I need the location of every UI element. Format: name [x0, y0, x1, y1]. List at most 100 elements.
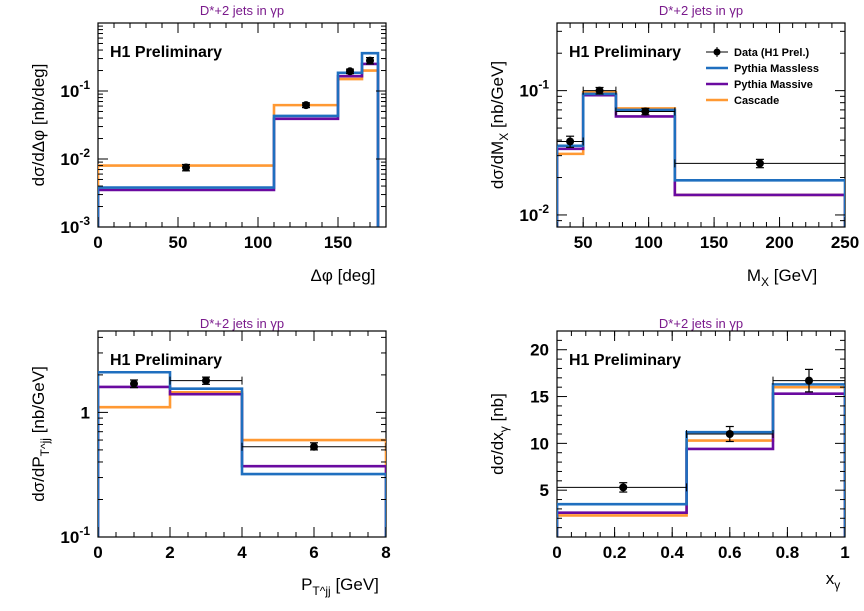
legend-entry: Data (H1 Prel.) [734, 47, 810, 59]
x-axis-title: PT^jj [GeV] [301, 575, 379, 598]
series-pythia-massive-line [557, 392, 845, 537]
x-tick-label: 100 [634, 233, 662, 252]
plot-area [557, 368, 845, 537]
series-pythia-massless-line [557, 383, 845, 537]
x-tick-label: 1 [840, 543, 849, 562]
h1-preliminary-label: H1 Preliminary [569, 44, 681, 61]
panel-title: D*+2 jets in γp [659, 3, 743, 18]
series-pythia-massive-line [98, 62, 380, 227]
data-marker [805, 376, 813, 385]
x-tick-label: 150 [700, 233, 728, 252]
plot-area [98, 370, 386, 537]
y-tick-label-base: 15 [530, 388, 549, 407]
x-axis-title: Δφ [deg] [311, 266, 376, 285]
data-marker [182, 163, 190, 172]
y-tick-label: 20 [530, 341, 549, 360]
y-axis-title: dσ/dΔφ [nb/deg] [29, 64, 48, 187]
y-tick-label: 10 [530, 434, 549, 453]
data-point [130, 379, 138, 389]
series-cascade-line [98, 390, 386, 537]
y-tick-label-exp: -2 [538, 202, 549, 216]
legend-entry: Pythia Massless [734, 63, 819, 75]
data-point [772, 368, 845, 393]
data-marker [725, 430, 734, 438]
data-marker [310, 442, 318, 451]
x-axis-title: MX [GeV] [747, 266, 817, 289]
x-tick-label: 6 [309, 543, 318, 562]
data-marker [755, 159, 764, 168]
series-pythia-massive-line [98, 385, 386, 537]
y-axis-title: dσ/dPT^jj [nb/GeV] [29, 366, 52, 502]
y-axis-title: dσ/dxγ [nb] [488, 393, 511, 475]
x-tick-label: 50 [169, 233, 188, 252]
y-tick-label-exp: -2 [79, 146, 90, 160]
data-point [241, 442, 386, 451]
plot-area [557, 86, 845, 227]
x-tick-label: 0.6 [718, 543, 742, 562]
panel-title: D*+2 jets in γp [200, 3, 284, 18]
data-point [615, 107, 676, 116]
x-tick-label: 50 [574, 233, 593, 252]
y-tick-label-exp: -3 [79, 214, 90, 228]
y-axis-title: dσ/dMX [nb/GeV] [488, 61, 511, 189]
y-tick-label-exp: -1 [538, 78, 549, 92]
h1-preliminary-label: H1 Preliminary [110, 352, 222, 369]
y-tick-label-base: 10 [60, 82, 79, 101]
series-pythia-massless-line [98, 51, 380, 227]
legend-entry: Pythia Massive [734, 79, 813, 91]
data-point [674, 158, 845, 169]
y-tick-label-exp: -1 [79, 524, 90, 538]
x-tick-label: 8 [381, 543, 390, 562]
y-tick-label: 10-2 [519, 202, 549, 225]
y-tick-label: 10-1 [60, 524, 90, 547]
chart-panel-3: D*+2 jets in γp 0 2 4 6 8 10-1 1 H1 Preliminary P… [29, 316, 391, 598]
y-tick-label: 15 [530, 388, 549, 407]
y-tick-label-base: 20 [530, 341, 549, 360]
data-marker [566, 137, 575, 146]
data-point [582, 86, 617, 95]
series-cascade-line [557, 385, 845, 537]
y-tick-label-base: 5 [540, 481, 549, 500]
x-tick-label: 0.4 [660, 543, 684, 562]
series-pythia-massless-line [557, 92, 845, 227]
series-cascade-line [557, 90, 845, 227]
panel-title: D*+2 jets in γp [659, 316, 743, 331]
data-marker [619, 483, 628, 492]
x-axis-title: xγ [826, 569, 841, 592]
data-marker [130, 379, 138, 388]
data-point [182, 163, 190, 172]
data-point [557, 482, 688, 493]
x-tick-label: 0 [552, 543, 561, 562]
data-point [302, 101, 310, 110]
data-marker [595, 86, 604, 95]
legend-data-marker [713, 48, 721, 56]
series-cascade-line [98, 69, 380, 227]
x-tick-label: 4 [237, 543, 247, 562]
data-point [169, 376, 243, 385]
x-tick-label: 0.8 [776, 543, 800, 562]
x-tick-label: 2 [165, 543, 174, 562]
series-pythia-massless-line [98, 370, 386, 537]
y-tick-label-exp: -1 [79, 78, 90, 92]
series-pythia-massive-line [557, 93, 845, 227]
y-tick-label: 10-1 [60, 78, 90, 101]
y-tick-label-base: 10 [519, 206, 538, 225]
x-tick-label: 250 [831, 233, 859, 252]
data-point [686, 425, 774, 443]
x-tick-label: 0.2 [603, 543, 627, 562]
data-marker [346, 67, 354, 76]
data-marker [641, 107, 650, 116]
legend: Data (H1 Prel.) Pythia Massless Pythia Mas… [706, 47, 819, 107]
x-tick-label: 150 [324, 233, 352, 252]
data-marker [366, 56, 374, 65]
y-tick-label: 10-1 [519, 78, 549, 101]
legend-entry: Cascade [734, 95, 779, 107]
data-marker [202, 376, 210, 385]
h1-preliminary-label: H1 Preliminary [569, 352, 681, 369]
y-tick-label-base: 10 [519, 82, 538, 101]
data-point [346, 67, 354, 76]
